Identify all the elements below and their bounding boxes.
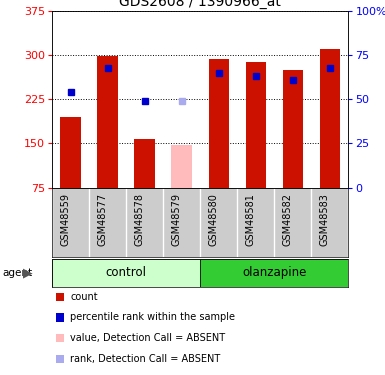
Text: GSM48581: GSM48581	[246, 193, 256, 246]
Bar	[320, 50, 340, 188]
Text: control: control	[105, 266, 147, 279]
Text: GSM48583: GSM48583	[320, 193, 330, 246]
Bar	[97, 57, 118, 188]
Text: GSM48579: GSM48579	[172, 193, 182, 246]
Bar	[52, 259, 200, 287]
Bar	[209, 59, 229, 188]
Bar	[134, 139, 155, 188]
Text: GSM48578: GSM48578	[135, 193, 145, 246]
Text: ▶: ▶	[23, 266, 32, 279]
Text: agent: agent	[2, 268, 32, 278]
Bar	[283, 70, 303, 188]
Text: value, Detection Call = ABSENT: value, Detection Call = ABSENT	[70, 333, 225, 343]
Bar	[246, 62, 266, 188]
Text: GSM48577: GSM48577	[97, 193, 107, 246]
Title: GDS2608 / 1390966_at: GDS2608 / 1390966_at	[119, 0, 281, 9]
Text: GSM48580: GSM48580	[209, 193, 219, 246]
Bar	[171, 145, 192, 188]
Text: count: count	[70, 292, 98, 302]
Text: GSM48582: GSM48582	[283, 193, 293, 246]
Bar	[200, 259, 348, 287]
Text: GSM48559: GSM48559	[60, 193, 70, 246]
Text: olanzapine: olanzapine	[242, 266, 306, 279]
Bar	[60, 117, 81, 188]
Text: rank, Detection Call = ABSENT: rank, Detection Call = ABSENT	[70, 354, 220, 364]
Text: percentile rank within the sample: percentile rank within the sample	[70, 312, 235, 322]
